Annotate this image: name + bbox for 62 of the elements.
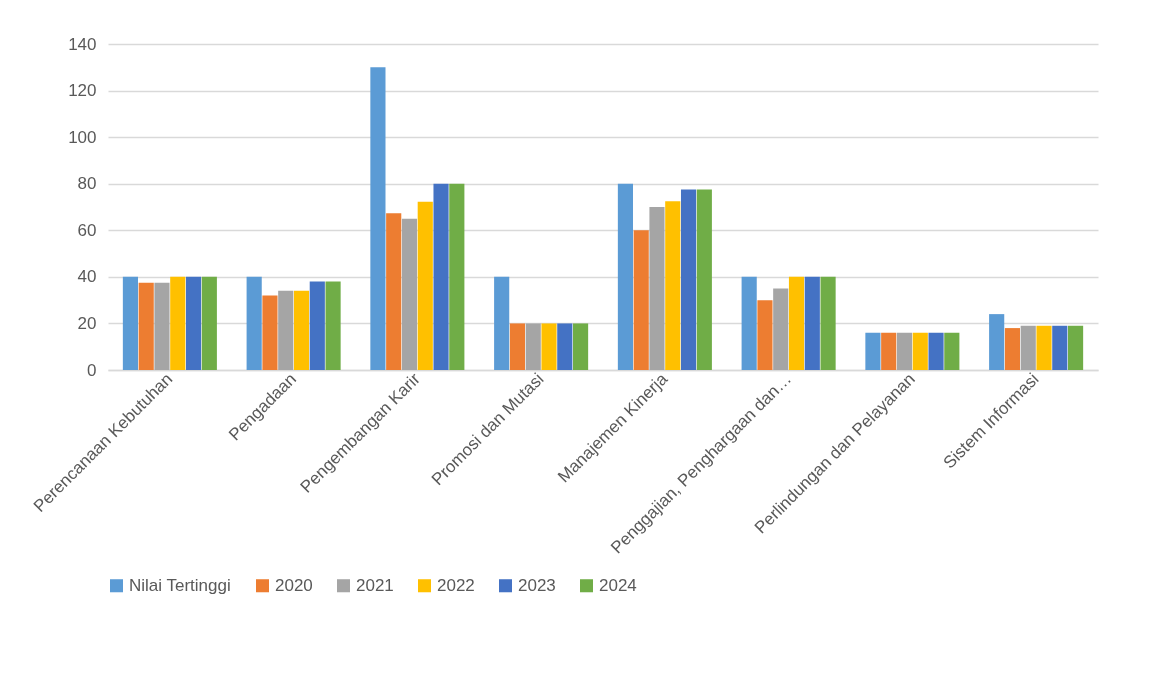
bar [293, 290, 310, 370]
bar [262, 295, 278, 370]
bar [820, 276, 836, 370]
bar [804, 276, 820, 370]
bar [633, 230, 649, 370]
bar [417, 201, 433, 370]
y-tick-label: 20 [77, 313, 97, 333]
legend-label: 2020 [275, 575, 313, 595]
bar [617, 183, 633, 370]
bar [680, 189, 697, 370]
bar [325, 281, 341, 370]
bar [401, 218, 418, 370]
y-tick-label: 40 [77, 267, 97, 287]
bar [370, 67, 386, 370]
y-tick-label: 60 [77, 220, 97, 240]
bar [433, 183, 449, 370]
bar [665, 201, 681, 370]
bar [494, 276, 510, 370]
bar [881, 332, 897, 370]
legend-label: 2023 [518, 575, 556, 595]
bar [1052, 325, 1068, 370]
bar [1068, 325, 1084, 370]
legend-label: 2024 [599, 575, 637, 595]
bar [138, 282, 154, 370]
y-tick-label: 120 [68, 81, 97, 101]
legend-label: 2021 [356, 575, 394, 595]
bar [1004, 328, 1021, 370]
bar [741, 276, 757, 370]
bar [246, 276, 262, 370]
bar [865, 332, 881, 370]
y-tick-label: 0 [87, 360, 97, 380]
bar [649, 207, 665, 370]
bar [309, 281, 325, 370]
bar [185, 276, 202, 370]
bar [896, 332, 913, 370]
bar [201, 276, 217, 370]
bar [573, 323, 589, 370]
bar [757, 300, 773, 370]
bar [1020, 325, 1036, 370]
bar [386, 213, 402, 370]
bar [541, 323, 557, 370]
bar [557, 323, 573, 370]
y-tick-label: 140 [68, 34, 97, 54]
bar [788, 276, 805, 370]
bar [773, 288, 789, 370]
bar [449, 183, 465, 370]
bar [170, 276, 186, 370]
bar [509, 323, 526, 370]
bar [989, 314, 1005, 370]
y-tick-label: 80 [77, 174, 97, 194]
legend-label: Nilai Tertinggi [129, 575, 231, 595]
bar [154, 282, 170, 370]
bar [1036, 325, 1052, 370]
bar [278, 290, 294, 370]
bar [928, 332, 944, 370]
legend-label: 2022 [437, 575, 475, 595]
y-tick-label: 100 [68, 127, 97, 147]
bar [944, 332, 960, 370]
bar [122, 276, 138, 370]
bar [696, 189, 712, 370]
bar [912, 332, 928, 370]
bar [525, 323, 541, 370]
